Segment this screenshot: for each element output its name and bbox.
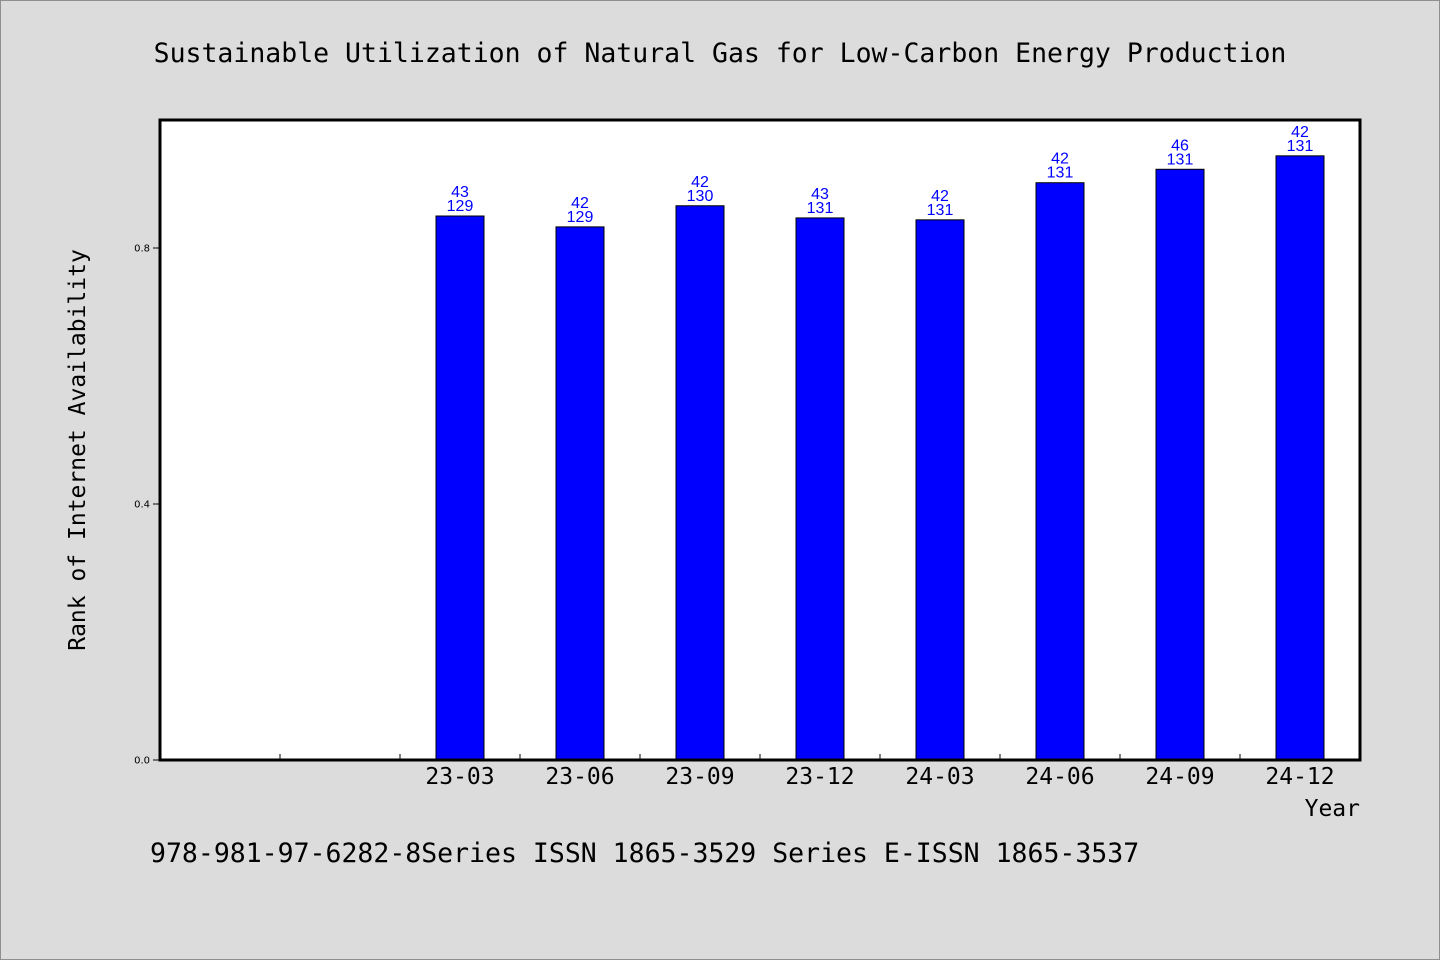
bar: [435, 215, 485, 761]
footer-isbn-text: 978-981-97-6282-8Series ISSN 1865-3529 S…: [150, 838, 1139, 869]
data-label-top: 42: [691, 174, 709, 191]
x-axis-label: Year: [1305, 796, 1360, 822]
data-label-bottom: 130: [687, 188, 714, 205]
x-tick-label: 23-06: [545, 764, 614, 790]
data-label-bottom: 131: [1167, 151, 1194, 168]
x-tick-label: 23-03: [425, 764, 494, 790]
data-label-top: 46: [1171, 137, 1189, 154]
y-tick-label: 0.4: [134, 500, 150, 511]
y-ticks: [153, 247, 160, 761]
data-label-bottom: 131: [1047, 165, 1074, 182]
chart-title: Sustainable Utilization of Natural Gas f…: [154, 38, 1287, 69]
data-label-top: 43: [811, 186, 829, 203]
data-label-bottom: 131: [807, 200, 834, 217]
x-tick-label: 24-03: [905, 764, 974, 790]
x-tick-label: 24-09: [1145, 764, 1214, 790]
y-tick-labels: 0.0 0.4 0.8: [134, 244, 150, 767]
y-axis-label: Rank of Internet Availability: [65, 249, 91, 651]
x-tick-label: 24-06: [1025, 764, 1094, 790]
data-label-top: 42: [1291, 124, 1309, 141]
data-label-top: 43: [451, 184, 469, 201]
data-label-top: 42: [931, 188, 949, 205]
bar: [555, 226, 605, 761]
bars: [435, 155, 1325, 761]
data-label-bottom: 129: [447, 198, 474, 215]
data-label-bottom: 131: [927, 202, 954, 219]
bar: [675, 205, 725, 761]
data-label-bottom: 129: [567, 209, 594, 226]
y-tick-label: 0.8: [134, 244, 150, 255]
bar: [1035, 182, 1085, 761]
data-label-bottom: 131: [1287, 138, 1314, 155]
data-label-top: 42: [1051, 151, 1069, 168]
x-tick-label: 23-09: [665, 764, 734, 790]
bar: [1155, 168, 1205, 761]
x-tick-labels: 23-03 23-06 23-09 23-12 24-03 24-06 24-09 24-12: [425, 764, 1334, 790]
x-tick-label: 24-12: [1265, 764, 1334, 790]
x-tick-label: 23-12: [785, 764, 854, 790]
bar: [1275, 155, 1325, 761]
bar: [915, 219, 965, 761]
bar: [795, 217, 845, 761]
plot-border: [158, 118, 1362, 762]
y-tick-label: 0.0: [134, 756, 150, 767]
data-label-top: 42: [571, 195, 589, 212]
